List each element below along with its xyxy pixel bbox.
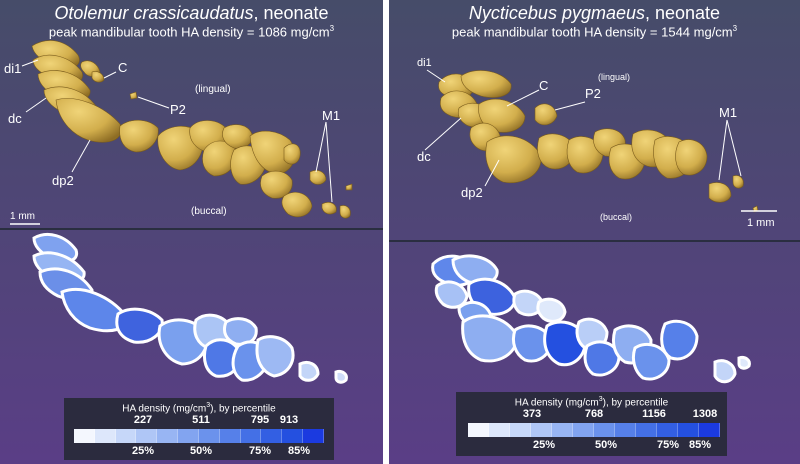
peak-density-text: peak mandibular tooth HA density = 1544 … <box>451 24 733 40</box>
legend-color-cell <box>178 429 199 443</box>
panel-title: Nycticebus pygmaeus, neonate <box>389 3 800 24</box>
legend-color-cell <box>489 423 510 437</box>
stage-label: , neonate <box>253 3 329 23</box>
leader-lines <box>21 59 333 203</box>
legend-color-cell <box>678 423 699 437</box>
label-buccal: (buccal) <box>600 212 632 222</box>
leader-lines <box>424 69 742 187</box>
panel-subtitle: peak mandibular tooth HA density = 1086 … <box>0 24 383 39</box>
legend-color-cell <box>699 423 720 437</box>
legend-percentile: 25% <box>131 445 155 457</box>
panel-title: Otolemur crassicaudatus, neonate <box>0 3 383 24</box>
legend-title-exponent: 3 <box>598 396 603 403</box>
panel-otolemur: di1 C dc P2 dp2 M1 (lingual) (buccal) 1 … <box>0 0 383 464</box>
legend-value: 511 <box>192 414 210 426</box>
legend-title: HA density (mg/cm3), by percentile <box>456 396 727 408</box>
label-dp2: dp2 <box>461 185 483 200</box>
label-p2: P2 <box>585 86 601 101</box>
density-map <box>431 254 751 384</box>
legend-title-exponent: 3 <box>206 402 211 409</box>
peak-density-text: peak mandibular tooth HA density = 1086 … <box>48 24 330 40</box>
legend-values: 373 768 1156 1308 <box>456 408 727 422</box>
legend-title-b: ), by percentile <box>210 403 276 415</box>
label-c: C <box>539 78 548 93</box>
legend-color-cell <box>198 429 220 443</box>
legend-percentile: 85% <box>287 445 311 457</box>
scale-bar-label: 1 mm <box>10 211 35 222</box>
tooth-render-3d <box>31 40 353 219</box>
legend-title-b: ), by percentile <box>602 397 669 409</box>
label-di1: di1 <box>417 57 432 69</box>
panel-nycticebus-graphic: di1 C P2 dc dp2 M1 (lingual) (buccal) 1 … <box>389 0 800 464</box>
legend-title: HA density (mg/cm3), by percentile <box>64 402 334 414</box>
legend-percentiles: 25% 50% 75% 85% <box>64 445 334 459</box>
label-m1: M1 <box>719 105 737 120</box>
section-divider <box>0 228 383 230</box>
legend-value: 1308 <box>692 408 718 420</box>
legend-color-cell <box>303 429 324 443</box>
legend-color-cell <box>573 423 594 437</box>
legend-color-cell <box>74 429 95 443</box>
legend-color-ramp <box>74 429 324 443</box>
species-name: Otolemur crassicaudatus <box>54 3 254 23</box>
legend-color-cell <box>261 429 283 443</box>
legend-percentile: 25% <box>532 439 556 451</box>
legend-values: 227 511 795 913 <box>64 414 334 428</box>
tooth-render-3d <box>438 70 759 213</box>
density-legend: HA density (mg/cm3), by percentile 373 7… <box>456 392 727 456</box>
legend-value: 913 <box>279 414 299 426</box>
label-dc: dc <box>417 149 431 164</box>
legend-color-cell <box>552 423 573 437</box>
legend-color-cell <box>240 429 262 443</box>
label-lingual: (lingual) <box>598 72 630 82</box>
legend-percentile: 50% <box>189 445 213 457</box>
label-p2: P2 <box>170 102 186 117</box>
legend-value: 227 <box>133 414 153 426</box>
label-dc: dc <box>8 111 22 126</box>
density-legend: HA density (mg/cm3), by percentile 227 5… <box>64 398 334 460</box>
panel-subtitle: peak mandibular tooth HA density = 1544 … <box>389 24 800 39</box>
peak-density-unit-exponent: 3 <box>329 24 335 33</box>
label-buccal: (buccal) <box>191 206 227 217</box>
legend-percentile: 50% <box>594 439 618 451</box>
peak-density-unit-exponent: 3 <box>732 24 738 33</box>
legend-color-cell <box>94 429 116 443</box>
legend-value: 768 <box>584 408 604 420</box>
legend-percentile: 85% <box>688 439 712 451</box>
density-map <box>32 233 348 384</box>
label-c: C <box>118 60 127 75</box>
legend-value: 795 <box>250 414 270 426</box>
legend-color-cell <box>468 423 489 437</box>
section-divider <box>389 240 800 242</box>
legend-color-cell <box>615 423 636 437</box>
legend-percentiles: 25% 50% 75% 85% <box>456 439 727 453</box>
label-lingual: (lingual) <box>195 84 231 95</box>
legend-value: 373 <box>522 408 542 420</box>
legend-title-a: HA density (mg/cm <box>514 397 599 409</box>
legend-color-cell <box>282 429 304 443</box>
legend-color-cell <box>136 429 158 443</box>
label-m1: M1 <box>322 108 340 123</box>
legend-color-cell <box>531 423 552 437</box>
legend-percentile: 75% <box>248 445 272 457</box>
panel-otolemur-graphic: di1 C dc P2 dp2 M1 (lingual) (buccal) 1 … <box>0 0 383 464</box>
legend-color-cell <box>219 429 241 443</box>
legend-color-cell <box>510 423 531 437</box>
legend-title-a: HA density (mg/cm <box>122 403 207 415</box>
legend-color-cell <box>657 423 678 437</box>
scale-bar-label: 1 mm <box>747 217 775 229</box>
legend-color-cell <box>594 423 615 437</box>
species-name: Nycticebus pygmaeus <box>468 3 645 23</box>
legend-percentile: 75% <box>656 439 680 451</box>
legend-color-cell <box>157 429 179 443</box>
label-dp2: dp2 <box>52 173 74 188</box>
legend-color-cell <box>115 429 137 443</box>
legend-color-cell <box>636 423 657 437</box>
label-di1: di1 <box>4 61 21 76</box>
stage-label: , neonate <box>645 3 721 23</box>
panel-nycticebus: di1 C P2 dc dp2 M1 (lingual) (buccal) 1 … <box>389 0 800 464</box>
legend-color-ramp <box>468 423 720 437</box>
legend-value: 1156 <box>642 408 666 420</box>
